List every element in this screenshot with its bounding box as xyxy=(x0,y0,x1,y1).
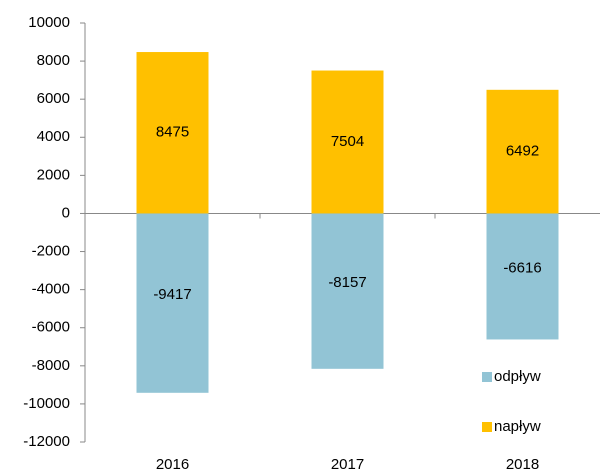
y-tick-label: -12000 xyxy=(23,433,70,450)
y-tick-label: 10000 xyxy=(28,14,70,31)
bar xyxy=(486,213,559,340)
bar xyxy=(311,213,384,369)
y-tick-label: -4000 xyxy=(32,281,70,298)
bar xyxy=(136,213,209,393)
x-tick-label: 2018 xyxy=(506,456,539,473)
data-label: 6492 xyxy=(506,143,539,160)
data-label: -9417 xyxy=(153,286,191,303)
legend-swatch xyxy=(482,372,492,382)
y-tick-label: 8000 xyxy=(37,52,70,69)
legend-label: napływ xyxy=(494,418,541,435)
bar xyxy=(486,89,559,214)
y-tick-label: 6000 xyxy=(37,90,70,107)
y-tick-label: -6000 xyxy=(32,319,70,336)
bar xyxy=(311,70,384,214)
legend-swatch xyxy=(482,422,492,432)
x-tick-label: 2017 xyxy=(331,456,364,473)
y-tick-label: 0 xyxy=(62,204,70,221)
legend-label: odpływ xyxy=(494,368,541,385)
data-label: -6616 xyxy=(503,259,541,276)
data-label: 8475 xyxy=(156,124,189,141)
y-tick-label: -8000 xyxy=(32,357,70,374)
data-label: -8157 xyxy=(328,274,366,291)
x-tick-label: 2016 xyxy=(156,456,189,473)
y-tick-label: 4000 xyxy=(37,128,70,145)
bar xyxy=(136,52,209,214)
y-tick-label: 2000 xyxy=(37,166,70,183)
data-label: 7504 xyxy=(331,133,364,150)
y-tick-label: -2000 xyxy=(32,243,70,260)
y-tick-label: -10000 xyxy=(23,395,70,412)
